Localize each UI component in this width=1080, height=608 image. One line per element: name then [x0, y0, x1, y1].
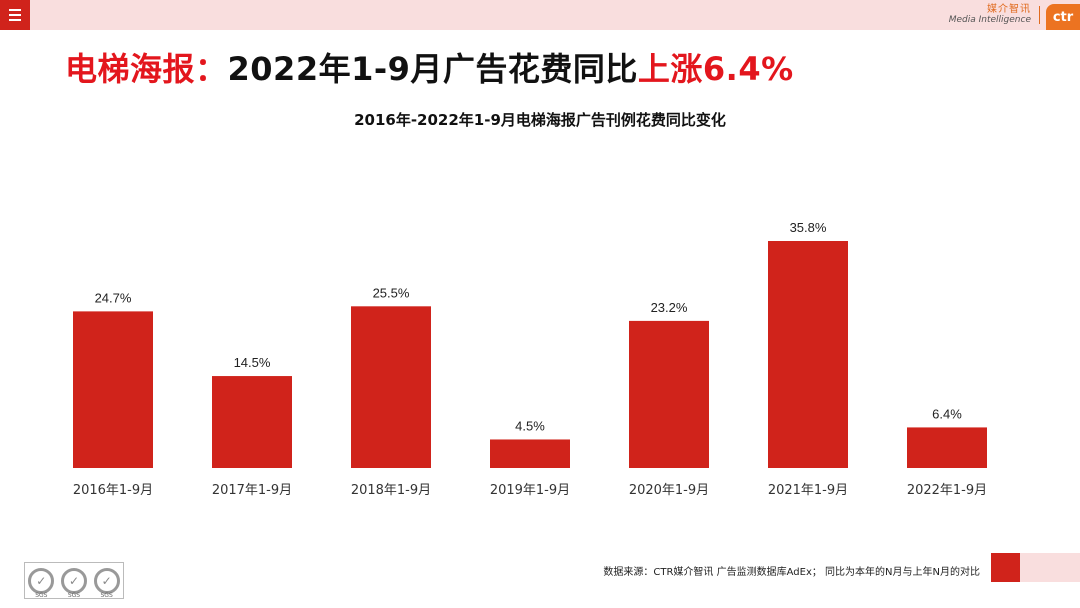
footer-accent-block	[991, 553, 1020, 582]
category-label-3: 2018年1-9月	[351, 483, 431, 498]
category-label-6: 2021年1-9月	[768, 483, 848, 498]
sgs-badge-label: SGS	[67, 591, 81, 599]
bar-5	[629, 320, 709, 468]
headline-highlight: 上涨6.4%	[637, 50, 794, 88]
bar-1	[73, 311, 153, 468]
data-source-note: 数据来源：CTR媒介智讯 广告监测数据库AdEx； 同比为本年的N月与上年N月的…	[603, 567, 980, 578]
headline-subject: 2022年1-9月广告花费同比	[227, 50, 638, 88]
data-label-2: 14.5%	[234, 355, 271, 370]
sgs-badge-icon: ✓ SGS	[60, 567, 87, 599]
sgs-badge-label: SGS	[35, 591, 48, 599]
footer-pink-block	[1020, 553, 1080, 582]
data-label-1: 24.7%	[95, 290, 132, 305]
category-label-4: 2019年1-9月	[490, 483, 570, 498]
category-label-1: 2016年1-9月	[73, 483, 153, 498]
category-label-5: 2020年1-9月	[629, 483, 709, 498]
menu-button[interactable]	[0, 0, 30, 30]
brand-text: 媒介智讯 Media Intelligence	[949, 4, 1031, 26]
headline-topic: 电梯海报：	[65, 50, 228, 88]
data-label-4: 4.5%	[515, 418, 545, 433]
chart-title: 2016年-2022年1-9月电梯海报广告刊例花费同比变化	[354, 111, 726, 129]
brand: 媒介智讯 Media Intelligence ctr	[949, 0, 1080, 30]
brand-name-cn: 媒介智讯	[987, 4, 1031, 15]
sgs-badge-label: SGS	[100, 591, 113, 599]
menu-icon-line	[9, 14, 21, 16]
headline: 电梯海报：2022年1-9月广告花费同比上涨6.4%	[65, 44, 794, 90]
menu-icon-line	[9, 19, 21, 21]
data-label-7: 6.4%	[932, 406, 962, 421]
ctr-logo: ctr	[1046, 4, 1080, 30]
data-label-6: 35.8%	[790, 220, 827, 235]
bar-6	[768, 241, 848, 468]
sgs-badge-icon: ✓ SGS	[93, 567, 120, 599]
sgs-badge-icon: ✓ SGS	[28, 567, 55, 599]
bar-3	[351, 306, 431, 468]
data-label-3: 25.5%	[373, 285, 410, 300]
bar-7	[907, 427, 987, 468]
brand-divider	[1039, 6, 1040, 24]
category-label-2: 2017年1-9月	[212, 483, 292, 498]
menu-icon	[9, 9, 21, 11]
bar-2	[212, 376, 292, 468]
data-label-5: 23.2%	[651, 300, 688, 315]
certification-badges: ✓ SGS ✓ SGS ✓ SGS	[24, 562, 124, 599]
top-bar: 媒介智讯 Media Intelligence ctr	[0, 0, 1080, 30]
brand-name-en: Media Intelligence	[948, 15, 1031, 25]
bar-4	[490, 439, 570, 468]
category-label-7: 2022年1-9月	[907, 483, 987, 498]
